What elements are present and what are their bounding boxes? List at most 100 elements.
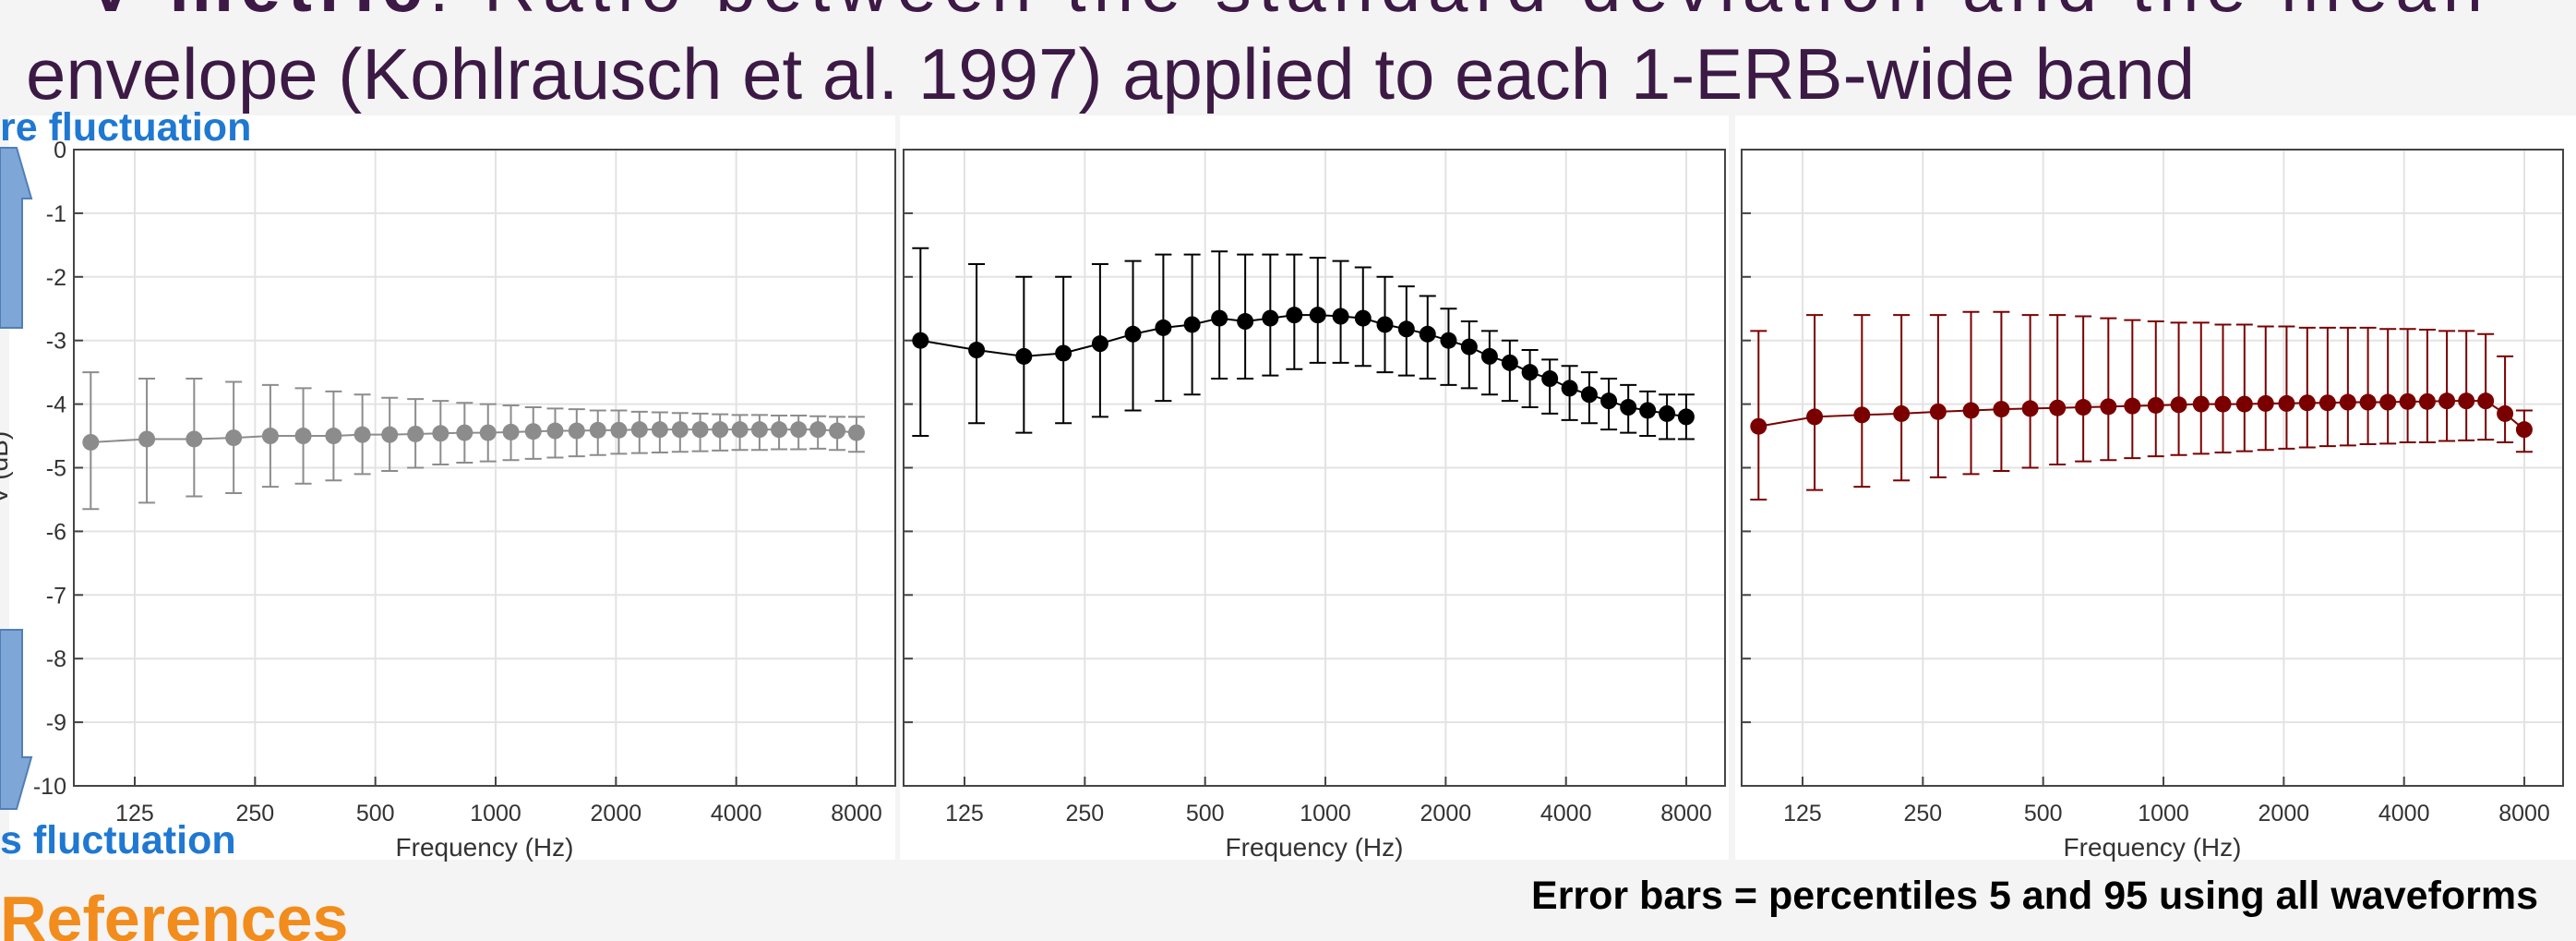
point	[847, 424, 865, 441]
x-tick-label: 8000	[831, 801, 882, 826]
x-tick-label: 8000	[1660, 801, 1712, 826]
point	[2515, 421, 2533, 439]
bullet-line: - V metric: Ratio between the standard de…	[0, 0, 2483, 27]
point	[261, 428, 279, 445]
error-bar	[1962, 310, 1980, 476]
point	[1929, 403, 1947, 420]
point	[82, 433, 100, 451]
point	[750, 421, 768, 439]
y-tick-label: -8	[46, 646, 66, 672]
point	[1124, 325, 1142, 343]
point	[1561, 380, 1578, 397]
point	[2214, 395, 2232, 413]
error-bar	[2318, 326, 2336, 448]
error-bar	[1993, 310, 2010, 472]
bullet-text: : Ratio between the standard deviation a…	[429, 0, 2483, 27]
point	[1262, 309, 1279, 327]
point	[610, 421, 628, 439]
point	[546, 422, 564, 440]
error-bar	[1929, 314, 1947, 478]
point	[1541, 370, 1559, 388]
error-bar	[2100, 317, 2117, 462]
error-bar	[1806, 314, 1824, 491]
x-tick-label: 4000	[1540, 801, 1592, 826]
error-bar	[2298, 326, 2316, 449]
point	[479, 424, 497, 441]
point	[138, 430, 156, 448]
point	[1893, 404, 1911, 422]
y-tick-label: -3	[46, 329, 66, 355]
point	[671, 421, 689, 439]
error-bar	[2147, 320, 2164, 458]
point	[1237, 313, 1254, 331]
error-bar	[2458, 330, 2475, 441]
point	[1853, 406, 1871, 424]
point	[589, 421, 606, 439]
point	[502, 423, 520, 440]
point	[432, 425, 449, 442]
point	[2147, 396, 2164, 414]
point	[1309, 307, 1326, 324]
point	[2339, 393, 2356, 411]
point	[294, 428, 312, 445]
point	[1659, 404, 1676, 422]
error-bar	[2021, 314, 2039, 469]
x-tick-label: 500	[1186, 801, 1225, 826]
point	[2257, 394, 2274, 412]
error-bar	[2192, 321, 2210, 455]
point	[1620, 399, 1637, 416]
error-bar	[2214, 323, 2232, 453]
point	[1354, 309, 1372, 327]
x-tick-label: 250	[235, 801, 274, 826]
plot-frame	[903, 149, 1726, 787]
y-axis-label: V (dB)	[0, 431, 13, 504]
x-tick-label: 4000	[2378, 801, 2430, 826]
point	[524, 423, 542, 440]
point	[186, 430, 203, 448]
error-bar	[2075, 315, 2092, 463]
point	[325, 428, 342, 445]
point	[1806, 408, 1824, 426]
panel-bg	[900, 115, 1729, 860]
point	[2497, 404, 2514, 422]
x-tick-label: 125	[945, 801, 984, 826]
point	[2235, 395, 2253, 413]
point	[1055, 344, 1072, 362]
x-tick-label: 125	[115, 801, 154, 826]
point	[1480, 347, 1498, 365]
point	[1286, 307, 1303, 324]
x-tick-label: 2000	[1420, 801, 1472, 826]
x-tick-label: 250	[1903, 801, 1942, 826]
panel-bg	[1735, 115, 2576, 860]
point	[1639, 402, 1657, 419]
point	[1962, 402, 1980, 419]
point	[1397, 320, 1415, 338]
point	[225, 429, 243, 447]
point	[2379, 393, 2397, 411]
error-bar	[2359, 326, 2377, 446]
arrow-down	[0, 629, 33, 810]
point	[2477, 392, 2495, 410]
error-bar	[2257, 325, 2274, 452]
point	[1993, 401, 2010, 418]
point	[691, 421, 709, 439]
point	[1460, 338, 1478, 356]
x-tick-label: 2000	[591, 801, 642, 826]
y-tick-label: -5	[46, 456, 66, 482]
bullet-line-2: envelope (Kohlrausch et al. 1997) applie…	[26, 33, 2195, 115]
point	[1015, 347, 1033, 365]
x-axis-label: Frequency (Hz)	[1226, 833, 1404, 862]
x-tick-label: 2000	[2258, 801, 2310, 826]
charts: 0 -1 -2 -3 -4 -5 -6 -7 -8 -9 -10 125 250 500 1000 2000 4…	[0, 138, 2564, 862]
point	[790, 421, 808, 439]
error-bar	[1750, 330, 1767, 501]
point	[968, 342, 986, 359]
error-bar	[2379, 328, 2397, 445]
error-bar	[2339, 326, 2356, 447]
note: Error bars = percentiles 5 and 95 using …	[1531, 874, 2538, 918]
error-bar	[2399, 328, 2416, 443]
y-tick-label: -1	[46, 201, 66, 227]
y-tick-label: 0	[54, 138, 66, 163]
x-tick-label: 125	[1783, 801, 1822, 826]
references-heading: References	[0, 883, 348, 941]
